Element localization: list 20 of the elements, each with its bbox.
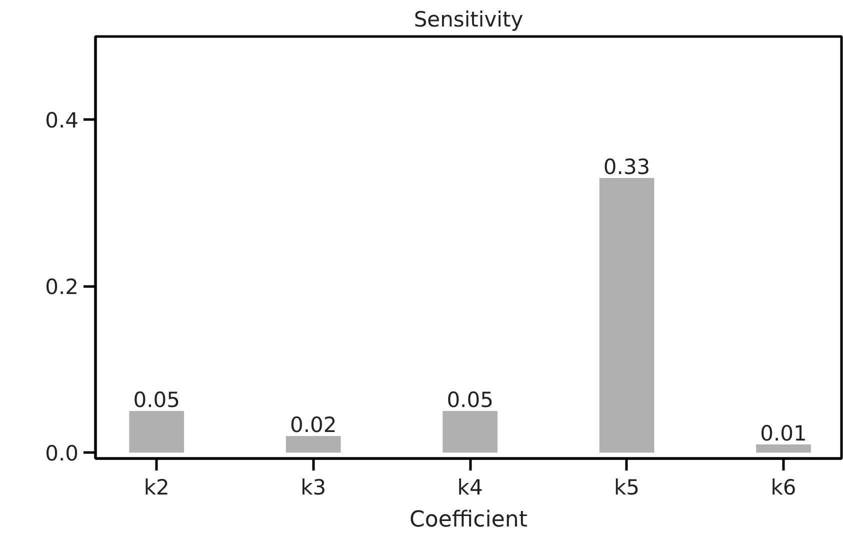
x-tick-label: k5 — [614, 476, 640, 500]
y-tick-label: 0.2 — [45, 275, 79, 300]
x-axis-title: Coefficient — [410, 508, 528, 532]
x-tick-label: k6 — [770, 476, 796, 500]
bar — [442, 411, 498, 453]
y-tick-label: 0.4 — [45, 108, 79, 133]
x-tick-label: k4 — [457, 476, 483, 500]
data-label: 0.05 — [133, 388, 180, 412]
data-label: 0.33 — [603, 155, 650, 179]
bar — [756, 444, 811, 453]
y-tick-label: 0.0 — [45, 442, 79, 466]
data-label: 0.05 — [446, 388, 494, 412]
data-label: 0.01 — [760, 421, 807, 446]
bar — [286, 436, 341, 453]
chart-title: Sensitivity — [414, 8, 524, 32]
x-tick-label: k2 — [144, 476, 170, 500]
data-label: 0.02 — [290, 413, 337, 438]
x-tick-label: k3 — [300, 476, 326, 500]
bar — [599, 178, 654, 453]
bar — [129, 411, 184, 453]
